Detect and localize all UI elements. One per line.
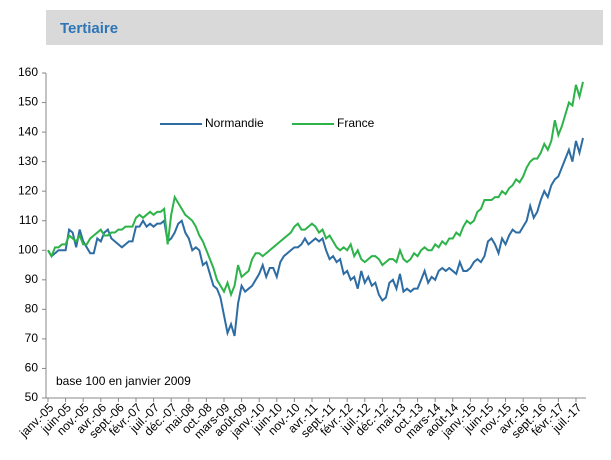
y-tick-label: 50: [25, 390, 39, 404]
y-tick-label: 60: [25, 361, 39, 375]
chart-title: Tertiaire: [60, 20, 118, 37]
legend-label: France: [337, 116, 375, 130]
y-tick-label: 100: [18, 242, 38, 256]
y-tick-label: 120: [18, 183, 38, 197]
annotation: base 100 en janvier 2009: [56, 374, 191, 388]
series-line: [47, 137, 584, 337]
y-tick-label: 150: [18, 95, 38, 109]
y-tick-label: 70: [25, 331, 39, 345]
header-bar: [46, 10, 603, 45]
y-tick-label: 140: [18, 124, 38, 138]
y-tick-label: 90: [25, 272, 39, 286]
y-tick-label: 160: [18, 65, 38, 79]
y-tick-label: 130: [18, 154, 38, 168]
legend-label: Normandie: [205, 116, 264, 130]
y-tick-label: 110: [19, 213, 38, 227]
series-line: [47, 81, 584, 298]
y-tick-label: 80: [25, 302, 39, 316]
